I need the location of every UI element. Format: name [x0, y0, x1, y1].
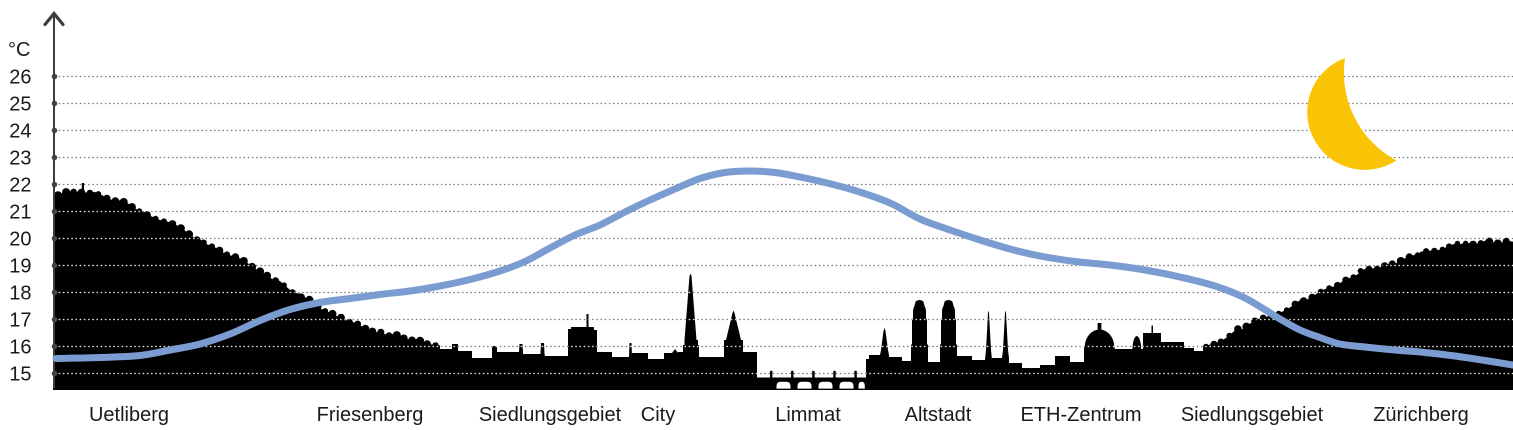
svg-text:Uetliberg: Uetliberg [89, 404, 169, 426]
svg-text:19: 19 [9, 256, 31, 278]
svg-text:18: 18 [9, 283, 31, 305]
svg-text:15: 15 [9, 364, 31, 386]
svg-text:ETH-Zentrum: ETH-Zentrum [1020, 404, 1141, 426]
svg-text:24: 24 [9, 121, 31, 143]
svg-text:26: 26 [9, 67, 31, 89]
svg-text:Siedlungsgebiet: Siedlungsgebiet [1181, 404, 1324, 426]
svg-text:Altstadt: Altstadt [905, 404, 972, 426]
svg-text:Siedlungsgebiet: Siedlungsgebiet [479, 404, 622, 426]
svg-text:17: 17 [9, 310, 31, 332]
svg-text:Zürichberg: Zürichberg [1373, 404, 1469, 426]
svg-text:Limmat: Limmat [775, 404, 841, 426]
svg-text:°C: °C [8, 39, 30, 61]
svg-text:20: 20 [9, 229, 31, 251]
svg-text:16: 16 [9, 337, 31, 359]
svg-text:21: 21 [9, 202, 31, 224]
svg-text:25: 25 [9, 94, 31, 116]
svg-text:22: 22 [9, 175, 31, 197]
svg-text:23: 23 [9, 148, 31, 170]
svg-text:City: City [641, 404, 675, 426]
svg-text:Friesenberg: Friesenberg [317, 404, 424, 426]
